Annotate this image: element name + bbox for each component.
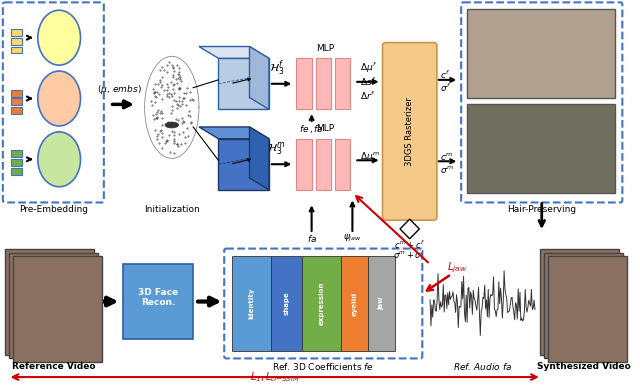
Bar — [335, 139, 351, 190]
Polygon shape — [250, 46, 269, 109]
Bar — [316, 139, 331, 190]
Text: $(\mu,\, embs)$: $(\mu,\, embs)$ — [97, 83, 141, 96]
Text: $\Delta\mu^f$: $\Delta\mu^f$ — [360, 61, 378, 75]
Bar — [11, 151, 22, 157]
Polygon shape — [218, 139, 269, 190]
Bar — [11, 168, 22, 175]
Text: expression: expression — [318, 282, 324, 325]
Text: shape: shape — [284, 292, 289, 315]
Bar — [368, 256, 395, 350]
Text: $\sigma^m$: $\sigma^m$ — [440, 164, 454, 174]
Text: Synthesized Video: Synthesized Video — [536, 362, 630, 371]
Text: $\mathcal{H}_3^m$: $\mathcal{H}_3^m$ — [268, 140, 286, 157]
Text: $\sigma^m + \sigma^f$: $\sigma^m + \sigma^f$ — [394, 248, 426, 261]
Text: $c^m + c^f$: $c^m + c^f$ — [394, 239, 425, 251]
Text: $\Delta s^f$: $\Delta s^f$ — [360, 76, 376, 88]
Text: MLP: MLP — [316, 44, 334, 53]
Text: 3D Face
Recon.: 3D Face Recon. — [138, 288, 179, 307]
Text: Reference Video: Reference Video — [12, 362, 95, 371]
Bar — [271, 256, 302, 350]
Ellipse shape — [38, 71, 81, 126]
Text: $\Delta r^f$: $\Delta r^f$ — [360, 89, 376, 102]
Polygon shape — [199, 46, 269, 58]
Bar — [296, 139, 312, 190]
FancyBboxPatch shape — [383, 42, 437, 220]
Text: $\sigma^f$: $\sigma^f$ — [440, 81, 451, 94]
Bar — [9, 252, 98, 359]
Text: $\psi_{jaw}$: $\psi_{jaw}$ — [343, 233, 362, 244]
Bar — [11, 46, 22, 53]
Bar — [544, 252, 623, 359]
Polygon shape — [400, 219, 419, 239]
Polygon shape — [124, 264, 193, 339]
Bar — [316, 58, 331, 109]
Text: identity: identity — [248, 288, 255, 319]
Bar — [548, 256, 627, 362]
Text: $fa$: $fa$ — [307, 233, 317, 244]
Text: eyelid: eyelid — [351, 291, 357, 316]
Bar — [302, 256, 340, 350]
Bar — [11, 98, 22, 105]
FancyBboxPatch shape — [461, 2, 622, 203]
Text: Hair-Preserving: Hair-Preserving — [507, 205, 576, 214]
Bar — [467, 104, 614, 193]
Bar — [13, 256, 102, 362]
Bar — [540, 249, 620, 354]
Bar — [11, 38, 22, 44]
Text: $\mathcal{H}_3^f$: $\mathcal{H}_3^f$ — [269, 58, 284, 78]
Text: jaw: jaw — [378, 297, 385, 310]
Bar — [296, 58, 312, 109]
Bar — [4, 249, 94, 354]
Ellipse shape — [165, 122, 179, 128]
Text: Ref. Audio $fa$: Ref. Audio $fa$ — [453, 361, 512, 372]
Text: Pre-Embedding: Pre-Embedding — [19, 205, 88, 214]
Ellipse shape — [38, 10, 81, 65]
Ellipse shape — [38, 132, 81, 187]
Text: $L_{jaw}$: $L_{jaw}$ — [447, 261, 467, 275]
Text: MLP: MLP — [316, 124, 334, 134]
Text: $L_1, L_{D\mathrm{-}SSIM}$: $L_1, L_{D\mathrm{-}SSIM}$ — [250, 370, 300, 384]
Text: 3DGS Rasterizer: 3DGS Rasterizer — [405, 97, 414, 166]
FancyBboxPatch shape — [3, 2, 104, 203]
Bar — [11, 29, 22, 36]
Text: $c^m$: $c^m$ — [440, 151, 453, 162]
Bar — [467, 9, 614, 98]
Bar — [11, 159, 22, 166]
Polygon shape — [250, 127, 269, 190]
Bar — [232, 256, 271, 350]
Text: $fe\,,fa$: $fe\,,fa$ — [299, 123, 324, 135]
Bar — [335, 58, 351, 109]
Text: $\Delta\mu^m$: $\Delta\mu^m$ — [360, 150, 380, 163]
Bar — [11, 107, 22, 114]
Text: Initialization: Initialization — [144, 205, 200, 214]
Text: $c^f$: $c^f$ — [440, 69, 450, 81]
Polygon shape — [218, 58, 269, 109]
Polygon shape — [199, 127, 269, 139]
Text: Ref. 3D Coefficients $fe$: Ref. 3D Coefficients $fe$ — [272, 361, 374, 372]
FancyBboxPatch shape — [224, 249, 422, 359]
Bar — [11, 90, 22, 96]
Bar — [340, 256, 368, 350]
